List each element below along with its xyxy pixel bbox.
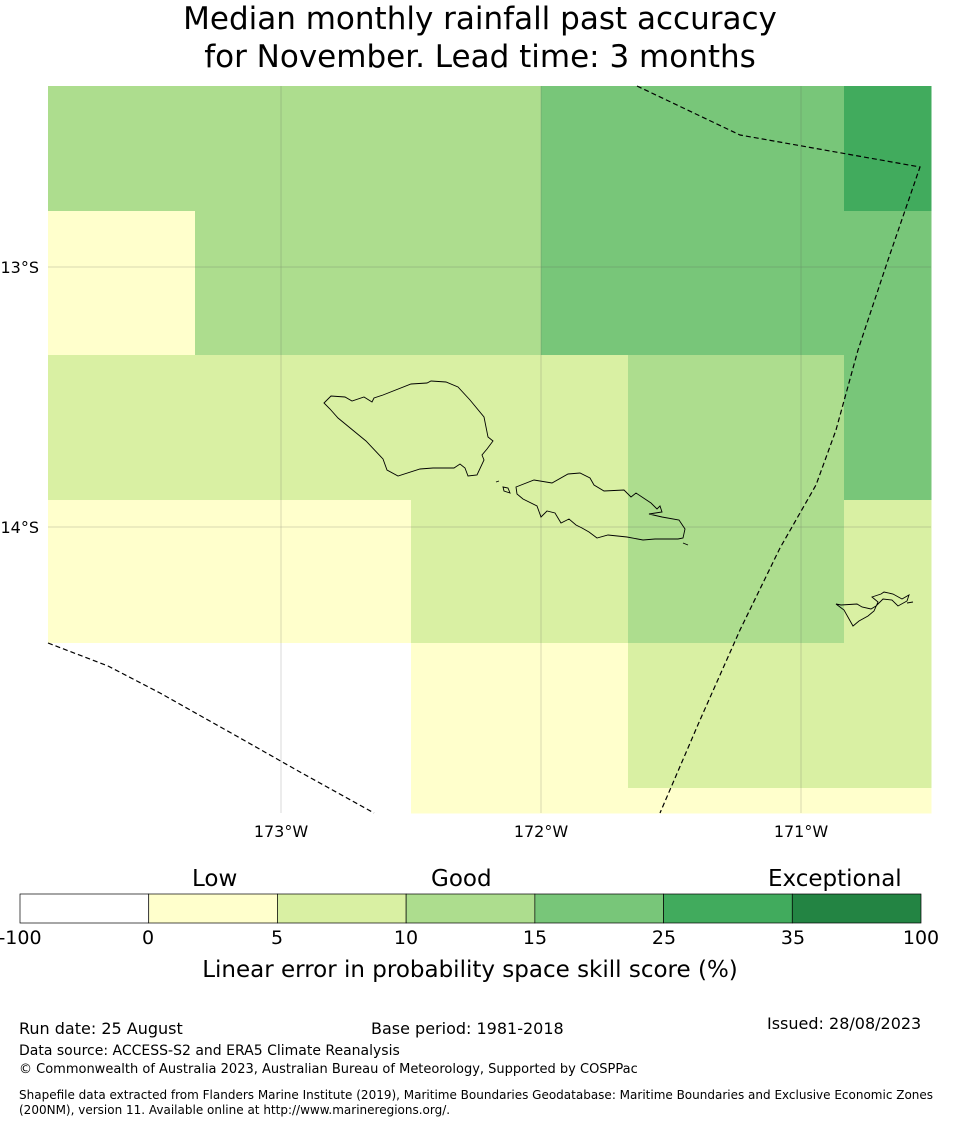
graticule (48, 86, 931, 813)
colorbar-segment (148, 893, 278, 924)
eez-boundaries (47, 85, 921, 814)
legend-category-good: Good (431, 866, 492, 892)
skill-cell (541, 500, 629, 644)
colorbar-tick-minus100: -100 (0, 927, 42, 949)
map-title-line-2: for November. Lead time: 3 months (204, 39, 756, 75)
skill-cell (801, 788, 845, 814)
skill-cell (48, 643, 196, 789)
colorbar-segment (405, 893, 536, 924)
savaii-island (323, 380, 494, 477)
base-period: Base period: 1981-2018 (371, 1019, 564, 1038)
skill-cell (628, 788, 802, 814)
skill-cell (801, 500, 845, 644)
skill-cell (628, 500, 802, 644)
islands (323, 380, 914, 627)
legend-category-low: Low (192, 866, 238, 892)
aunuu-islet (906, 601, 914, 604)
skill-cell (48, 788, 196, 814)
colorbar-segment (277, 893, 407, 924)
lat-label-14s: 14°S (0, 518, 39, 537)
apolima-islet (495, 480, 500, 483)
lon-label-171w: 171°W (773, 822, 829, 841)
skill-cell (541, 211, 629, 356)
colorbar-label: Linear error in probability space skill … (202, 957, 738, 983)
data-source: Data source: ACCESS-S2 and ERA5 Climate … (19, 1043, 400, 1059)
skill-cell (844, 355, 932, 501)
colorbar-tick-0: 0 (141, 927, 155, 949)
colorbar-tick-25: 25 (651, 927, 677, 949)
colorbar-tick-35: 35 (780, 927, 806, 949)
skill-cell (628, 86, 802, 212)
upolu-tail (682, 542, 689, 546)
skill-grid (48, 86, 932, 814)
skill-cell (195, 211, 412, 356)
colorbar-tick-10: 10 (393, 927, 419, 949)
run-date: Run date: 25 August (19, 1019, 183, 1038)
skill-cell (48, 86, 196, 212)
colorbar (19, 893, 922, 924)
colorbar-segment (534, 893, 664, 924)
colorbar-tick-100: 100 (902, 927, 940, 949)
lat-label-13s: 13°S (0, 258, 39, 277)
colorbar-tick-5: 5 (270, 927, 284, 949)
skill-cell (801, 643, 845, 789)
skill-cell (195, 355, 412, 501)
skill-cell (195, 86, 412, 212)
skill-cell (48, 355, 196, 501)
skill-cell (801, 86, 845, 212)
upolu-island (515, 472, 686, 541)
skill-cell (411, 211, 542, 356)
map-title-line-1: Median monthly rainfall past accuracy (183, 1, 777, 37)
eez-boundary-east (636, 85, 921, 814)
colorbar-segment (663, 893, 793, 924)
skill-cell (541, 86, 629, 212)
lon-label-172w: 172°W (513, 822, 569, 841)
skill-cell (411, 86, 542, 212)
skill-cell (628, 643, 802, 789)
colorbar-segment (19, 893, 150, 924)
skill-cell (195, 643, 412, 789)
legend-category-exceptional: Exceptional (768, 866, 902, 892)
skill-cell (541, 355, 629, 501)
eez-boundary-southwest (47, 642, 375, 814)
tutuila-island (835, 591, 910, 627)
skill-cell (48, 500, 196, 644)
skill-cell (628, 211, 802, 356)
issued-date: Issued: 28/08/2023 (767, 1014, 922, 1033)
skill-cell (801, 211, 845, 356)
skill-cell (48, 211, 196, 356)
skill-cell (411, 643, 542, 789)
colorbar-segment (791, 893, 922, 924)
lon-label-173w: 173°W (253, 822, 309, 841)
skill-cell (411, 788, 542, 814)
shapefile-credit-line-1: Shapefile data extracted from Flanders M… (19, 1088, 934, 1102)
skill-cell (411, 500, 542, 644)
skill-cell (844, 500, 932, 644)
skill-cell (541, 643, 629, 789)
skill-cell (628, 355, 802, 501)
copyright-notice: © Commonwealth of Australia 2023, Austra… (19, 1062, 638, 1077)
map-area (47, 85, 932, 814)
colorbar-tick-15: 15 (522, 927, 548, 949)
skill-cell (195, 500, 412, 644)
skill-cell (541, 788, 629, 814)
shapefile-credit-line-2: (200NM), version 11. Available online at… (19, 1103, 451, 1117)
skill-cell (801, 355, 845, 501)
skill-cell (844, 643, 932, 789)
manono-islet (502, 486, 511, 494)
skill-cell (844, 86, 932, 212)
skill-cell (844, 788, 932, 814)
skill-cell (195, 788, 412, 814)
skill-cell (844, 211, 932, 356)
skill-cell (411, 355, 542, 501)
